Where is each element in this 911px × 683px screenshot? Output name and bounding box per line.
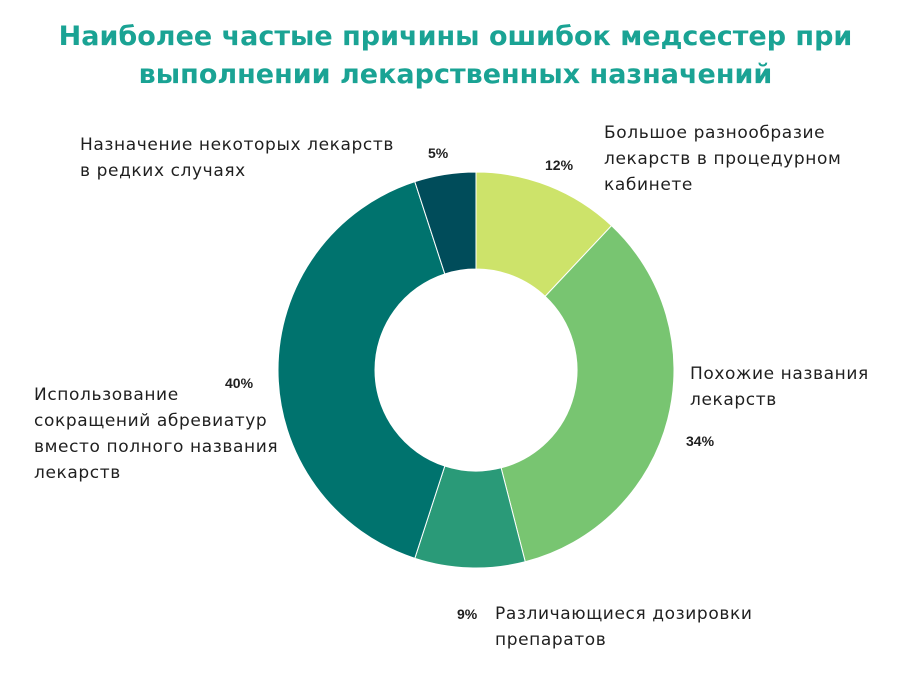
donut-slice-2 — [500, 224, 675, 563]
category-label-4: Использование сокращений абревиатур вмес… — [34, 382, 278, 486]
category-label-1-line-2: лекарств в процедурном — [604, 149, 842, 169]
value-label-4: 40% — [225, 375, 254, 391]
donut-slice-4 — [277, 181, 446, 559]
category-label-3: Различающиеся дозировки препаратов — [495, 601, 752, 653]
category-label-1-line-3: кабинете — [604, 175, 693, 195]
category-label-4-line-3: вместо полного названия — [34, 437, 279, 457]
category-label-3-line-1: Различающиеся дозировки — [495, 604, 753, 624]
category-label-3-line-2: препаратов — [495, 630, 607, 650]
value-label-2: 34% — [686, 433, 715, 449]
donut-slice-5 — [414, 171, 477, 275]
category-label-2: Похожие названия лекарств — [690, 361, 869, 413]
category-label-5-line-2: в редких случаях — [80, 161, 246, 181]
category-label-2-line-2: лекарств — [690, 390, 777, 410]
category-label-4-line-2: сокращений абревиатур — [34, 411, 268, 431]
category-label-4-line-4: лекарств — [34, 463, 121, 483]
donut-slices — [277, 171, 675, 569]
category-label-1-line-1: Большое разнообразие — [604, 123, 826, 143]
category-label-5: Назначение некоторых лекарств в редких с… — [80, 132, 394, 184]
value-label-5: 5% — [428, 145, 449, 161]
category-label-5-line-1: Назначение некоторых лекарств — [80, 135, 394, 155]
value-label-3: 9% — [457, 606, 478, 622]
chart-title-line-1: Наиболее частые причины ошибок медсестер… — [58, 21, 853, 52]
category-label-1: Большое разнообразие лекарств в процедур… — [604, 120, 841, 198]
chart-title-line-2: выполнении лекарственных назначений — [138, 59, 773, 90]
value-label-1: 12% — [545, 157, 574, 173]
category-label-2-line-1: Похожие названия — [690, 364, 869, 384]
chart-title: Наиболее частые причины ошибок медсестер… — [0, 18, 911, 94]
category-label-4-line-1: Использование — [34, 385, 179, 405]
